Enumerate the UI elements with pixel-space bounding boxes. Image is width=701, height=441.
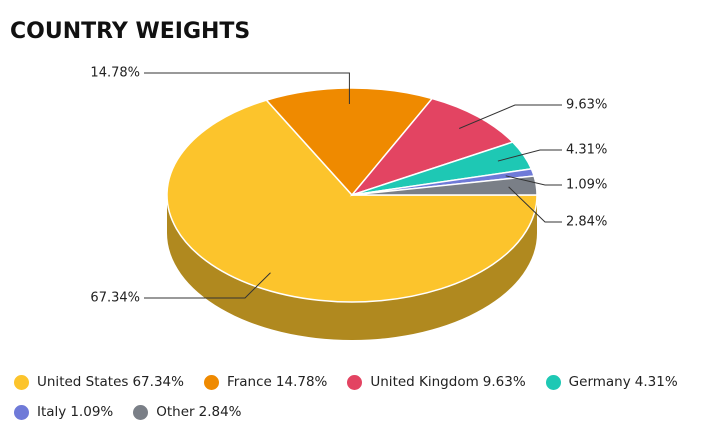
legend-item[interactable]: Germany 4.31%: [545, 374, 678, 390]
leader-line: [144, 272, 271, 299]
slice-side: [167, 195, 537, 340]
data-label: 67.34%: [90, 291, 140, 306]
legend-text: Germany 4.31%: [569, 374, 678, 390]
legend-value: 9.63%: [482, 374, 526, 390]
legend-value: 4.31%: [634, 374, 678, 390]
legend-text: United Kingdom 9.63%: [370, 374, 525, 390]
legend-item[interactable]: United States 67.34%: [14, 374, 184, 390]
legend-swatch: [14, 404, 29, 420]
legend-text: United States 67.34%: [37, 374, 184, 390]
chart-title: COUNTRY WEIGHTS: [10, 19, 250, 44]
data-label: 4.31%: [566, 143, 607, 158]
legend-swatch: [203, 374, 219, 390]
data-label: 9.63%: [566, 98, 607, 113]
legend-name: United Kingdom: [370, 374, 479, 390]
legend-text: France 14.78%: [227, 374, 327, 390]
legend-value: 1.09%: [70, 404, 114, 420]
legend-swatch: [14, 374, 29, 390]
legend-item[interactable]: United Kingdom 9.63%: [347, 374, 526, 390]
legend-value: 67.34%: [132, 374, 184, 390]
slice: [351, 175, 538, 196]
legend-item[interactable]: France 14.78%: [203, 374, 327, 390]
legend-name: United States: [37, 374, 129, 390]
leader-line: [508, 186, 562, 223]
leader-line: [505, 175, 562, 186]
legend-name: Other: [156, 404, 195, 420]
legend: United States 67.34% France 14.78% United Ki…: [14, 374, 694, 420]
legend-name: Italy: [37, 404, 67, 420]
legend-name: France: [226, 374, 272, 390]
leader-line: [497, 149, 562, 162]
legend-item[interactable]: Other 2.84%: [133, 404, 242, 420]
leader-line: [144, 72, 350, 105]
legend-swatch: [133, 404, 149, 420]
legend-value: 2.84%: [198, 404, 242, 420]
data-label: 14.78%: [90, 66, 140, 81]
legend-text: Italy 1.09%: [37, 404, 113, 420]
chart: COUNTRY WEIGHTS 67.34% 14.78% 9.63% 4.31% 1.…: [10, 19, 607, 340]
legend-swatch: [347, 374, 363, 390]
legend-item[interactable]: Italy 1.09%: [14, 404, 113, 420]
legend-text: Other 2.84%: [156, 404, 241, 420]
leader-line: [459, 104, 562, 129]
legend-swatch: [545, 374, 561, 390]
legend-value: 14.78%: [275, 374, 328, 390]
data-label: 2.84%: [566, 215, 607, 230]
legend-name: Germany: [568, 374, 631, 390]
data-label: 1.09%: [566, 178, 607, 193]
